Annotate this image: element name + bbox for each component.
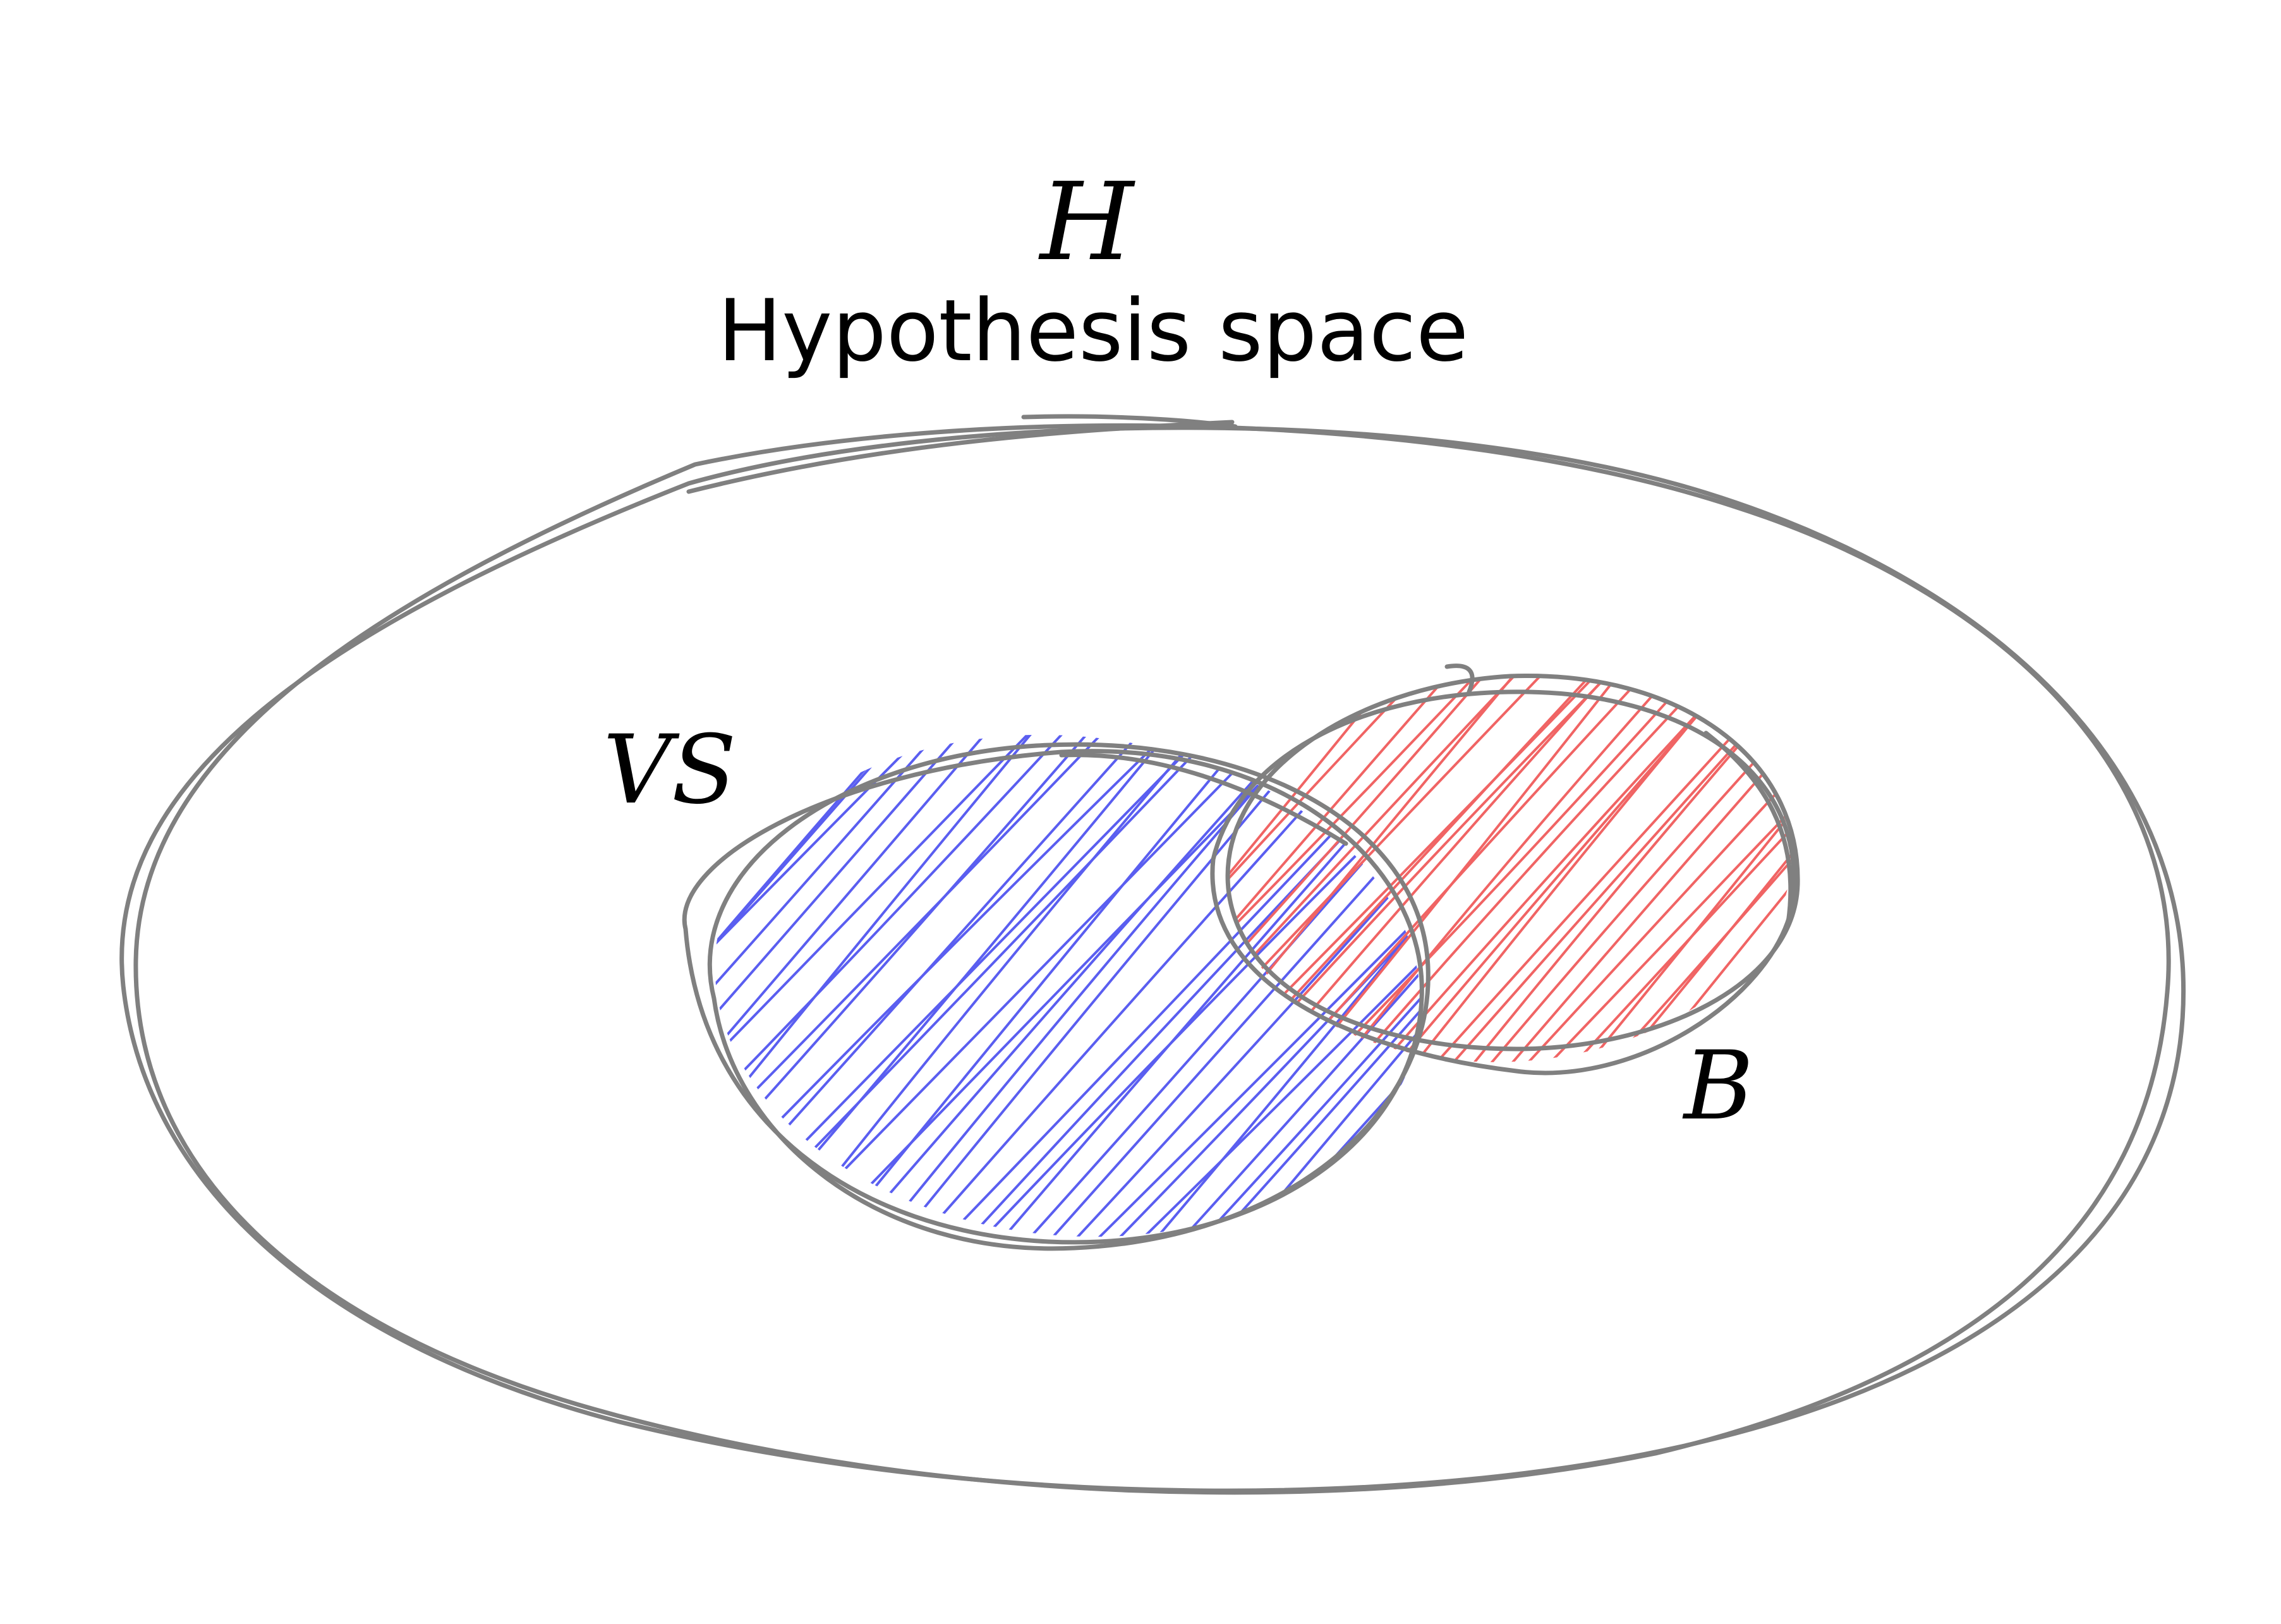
hatch-stroke: [1568, 657, 1805, 1081]
hatch-stroke: [1552, 657, 1805, 1081]
hatch-stroke: [1490, 657, 1805, 1081]
hatch-stroke: [1286, 657, 1639, 1081]
set-b-symbol: B: [1682, 1031, 1753, 1141]
hatch-stroke: [1216, 657, 1343, 1081]
hatch-stroke: [1760, 657, 1805, 1081]
version-space-symbol: VS: [603, 715, 736, 825]
hatch-stroke: [739, 713, 1292, 1271]
hatch-stroke: [1122, 713, 1446, 1271]
hatch-stroke: [689, 713, 1122, 1271]
hatch-stroke: [1216, 657, 1443, 1081]
hatch-stroke: [969, 713, 1446, 1271]
hatch-stroke: [689, 713, 1049, 1271]
hatch-stroke: [689, 713, 1003, 1271]
hatch-stroke: [1216, 657, 1471, 1081]
hatch-stroke: [1216, 657, 1539, 1081]
hatch-stroke: [908, 713, 1446, 1271]
hatch-stroke: [1525, 657, 1805, 1081]
version-space-outline: [682, 742, 1431, 1251]
hatch-stroke: [1628, 657, 1805, 1081]
version-space-hatch: [158, 713, 1446, 1276]
set-b-outline: [1210, 664, 1800, 1076]
hatch-stroke: [1216, 657, 1501, 1081]
hatch-stroke: [689, 713, 825, 1271]
hatch-stroke: [689, 713, 944, 1271]
hatch-stroke: [1334, 657, 1733, 1081]
hatch-stroke: [1402, 713, 1446, 1271]
hatch-stroke: [867, 713, 1336, 1271]
hypothesis-space-caption: Hypothesis space: [718, 281, 1468, 380]
hatch-stroke: [1588, 657, 1805, 1081]
hatch-stroke: [1058, 713, 1446, 1271]
hatch-stroke: [1431, 657, 1805, 1081]
hatch-stroke: [689, 713, 979, 1271]
hatch-stroke: [1216, 657, 1336, 1081]
hatch-stroke: [158, 714, 675, 1276]
hatch-stroke: [689, 713, 1049, 1271]
hatch-stroke: [1504, 657, 1805, 1081]
hatch-stroke: [1655, 657, 1805, 1081]
hatch-stroke: [1816, 651, 2236, 1087]
hatch-stroke: [1681, 657, 1805, 1081]
hatch-stroke: [1016, 713, 1446, 1271]
hypothesis-space-symbol: H: [1038, 160, 1135, 285]
hatch-stroke: [1080, 713, 1446, 1271]
hatch-stroke: [1147, 713, 1446, 1271]
hatch-stroke: [754, 713, 1218, 1271]
hatch-stroke: [1216, 657, 1566, 1081]
hatch-stroke: [689, 713, 1106, 1271]
hypothesis-space-outline: [119, 414, 2186, 1495]
hatch-stroke: [1321, 657, 1694, 1081]
hatch-stroke: [1778, 657, 1805, 1081]
hatch-stroke: [1453, 657, 1805, 1081]
hatch-stroke: [689, 713, 845, 1271]
hatch-stroke: [1712, 657, 1805, 1081]
hatch-stroke: [1788, 657, 1805, 1081]
hatch-stroke: [1698, 657, 1805, 1081]
hatch-stroke: [1102, 713, 1446, 1271]
hatch-stroke: [817, 713, 1315, 1271]
hatch-stroke: [1216, 657, 1506, 1081]
hatch-stroke: [1600, 657, 1805, 1081]
hatch-stroke: [1216, 657, 1336, 1081]
